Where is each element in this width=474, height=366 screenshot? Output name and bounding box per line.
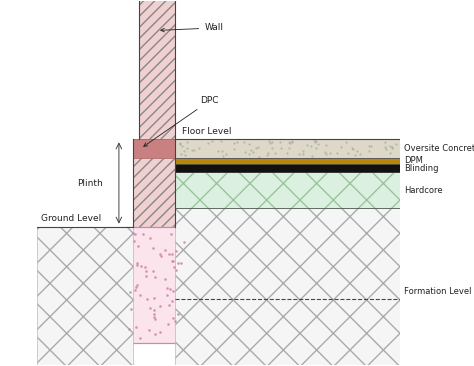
Bar (37, 227, 133, 365)
Text: Floor Level: Floor Level (182, 127, 232, 136)
Text: DPC: DPC (144, 96, 219, 146)
Bar (139, 0, 175, 139)
Text: Hardcore: Hardcore (404, 186, 443, 195)
Bar (175, 139, 401, 158)
Bar (175, 164, 401, 172)
Text: Blinding: Blinding (404, 164, 438, 173)
Text: Plinth: Plinth (77, 179, 103, 187)
Bar (124, 227, 190, 343)
Bar (175, 208, 401, 365)
Bar (175, 172, 401, 208)
Text: Oversite Concrete: Oversite Concrete (404, 144, 474, 153)
Bar (124, 227, 190, 343)
Text: Wall: Wall (161, 23, 223, 33)
Bar (133, 139, 175, 158)
Bar (133, 139, 175, 227)
Bar (175, 158, 401, 164)
Text: Ground Level: Ground Level (41, 214, 101, 223)
Text: DPM: DPM (404, 156, 423, 165)
Text: Formation Level: Formation Level (404, 287, 472, 296)
